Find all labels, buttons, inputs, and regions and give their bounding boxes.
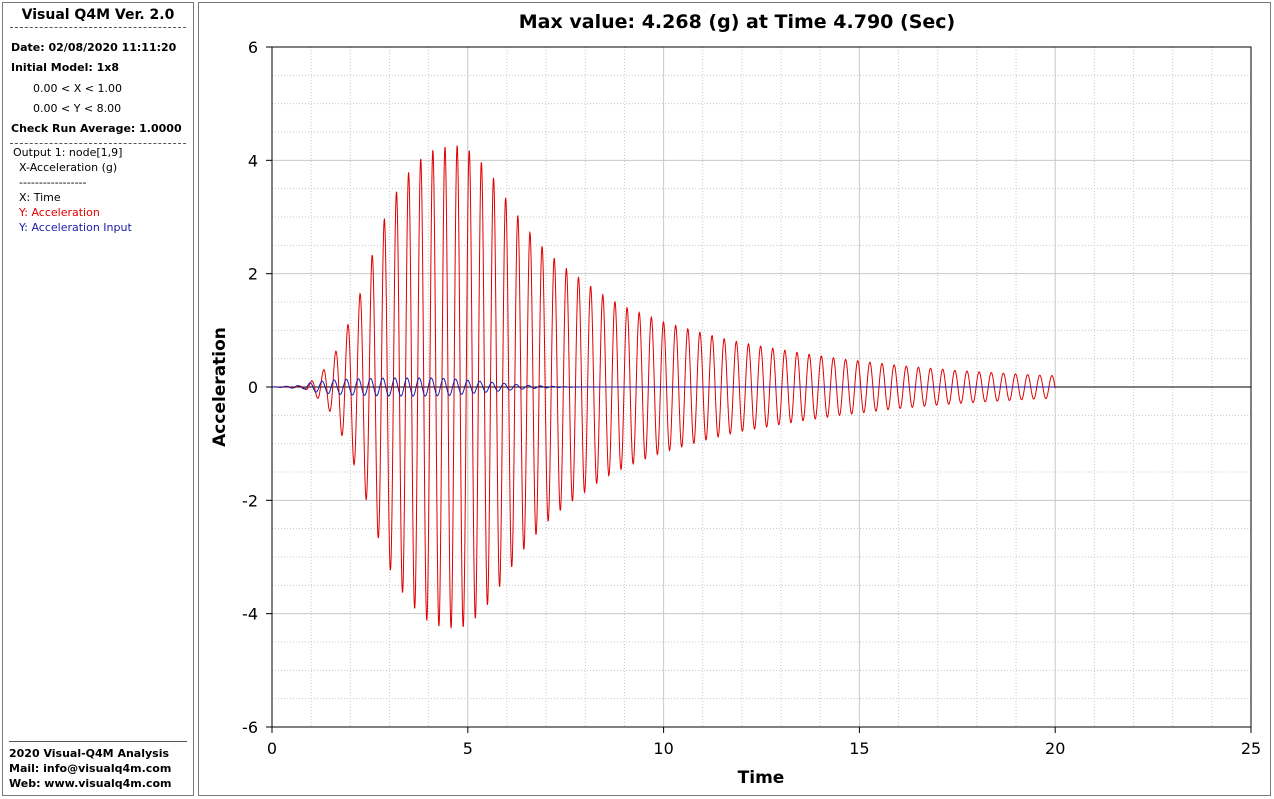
x-tick-label: 5	[463, 739, 473, 758]
x-tick-label: 10	[653, 739, 673, 758]
chart-panel: Max value: 4.268 (g) at Time 4.790 (Sec)…	[198, 2, 1271, 796]
check-run-label: Check Run Average: 1.0000	[11, 122, 182, 135]
x-tick-label: 20	[1045, 739, 1065, 758]
tick-labels: 0 5 10 15 20 25 -6 -4 -2 0 2 4 6	[242, 38, 1261, 758]
initial-model-label: Initial Model: 1x8	[11, 61, 119, 74]
output-label: Output 1: node[1,9]	[13, 146, 123, 159]
divider	[10, 27, 186, 28]
x-tick-label: 0	[267, 739, 277, 758]
date-label: Date: 02/08/2020 11:11:20	[11, 41, 177, 54]
x-tick-label: 15	[849, 739, 869, 758]
legend-acceleration: Y: Acceleration	[19, 206, 100, 219]
y-tick-label: 0	[248, 378, 258, 397]
web-label: Web: www.visualq4m.com	[9, 777, 172, 790]
divider	[9, 741, 187, 742]
x-axis-legend: X: Time	[19, 191, 61, 204]
series-line-acceleration-input	[271, 377, 1056, 397]
footer: 2020 Visual-Q4M Analysis Mail: info@visu…	[9, 741, 187, 791]
y-tick-label: -2	[242, 491, 258, 510]
legend-separator: -----------------	[19, 176, 87, 189]
time-history-chart: Max value: 4.268 (g) at Time 4.790 (Sec)…	[210, 11, 1261, 788]
plot-frame	[271, 46, 1252, 728]
x-axis-title: Time	[738, 768, 785, 788]
x-tick-label: 25	[1241, 739, 1261, 758]
info-panel: Visual Q4M Ver. 2.0 Date: 02/08/2020 11:…	[2, 2, 194, 796]
mail-label: Mail: info@visualq4m.com	[9, 762, 172, 775]
y-tick-label: 2	[248, 265, 258, 284]
y-axis-title: Acceleration	[210, 327, 230, 447]
copyright-label: 2020 Visual-Q4M Analysis	[9, 747, 170, 760]
app-title: Visual Q4M Ver. 2.0	[21, 7, 175, 23]
y-range-label: 0.00 < Y < 8.00	[33, 102, 122, 115]
series-lines	[271, 145, 1056, 629]
quantity-label: X-Acceleration (g)	[19, 161, 118, 174]
legend-acceleration-input: Y: Acceleration Input	[19, 221, 132, 234]
x-range-label: 0.00 < X < 1.00	[33, 82, 122, 95]
y-tick-label: -4	[242, 605, 258, 624]
y-tick-label: 4	[248, 151, 258, 170]
divider	[10, 143, 186, 144]
chart-title: Max value: 4.268 (g) at Time 4.790 (Sec)	[519, 11, 955, 33]
series-line-acceleration	[272, 145, 1056, 629]
y-tick-label: 6	[248, 38, 258, 57]
y-tick-label: -6	[242, 718, 258, 737]
